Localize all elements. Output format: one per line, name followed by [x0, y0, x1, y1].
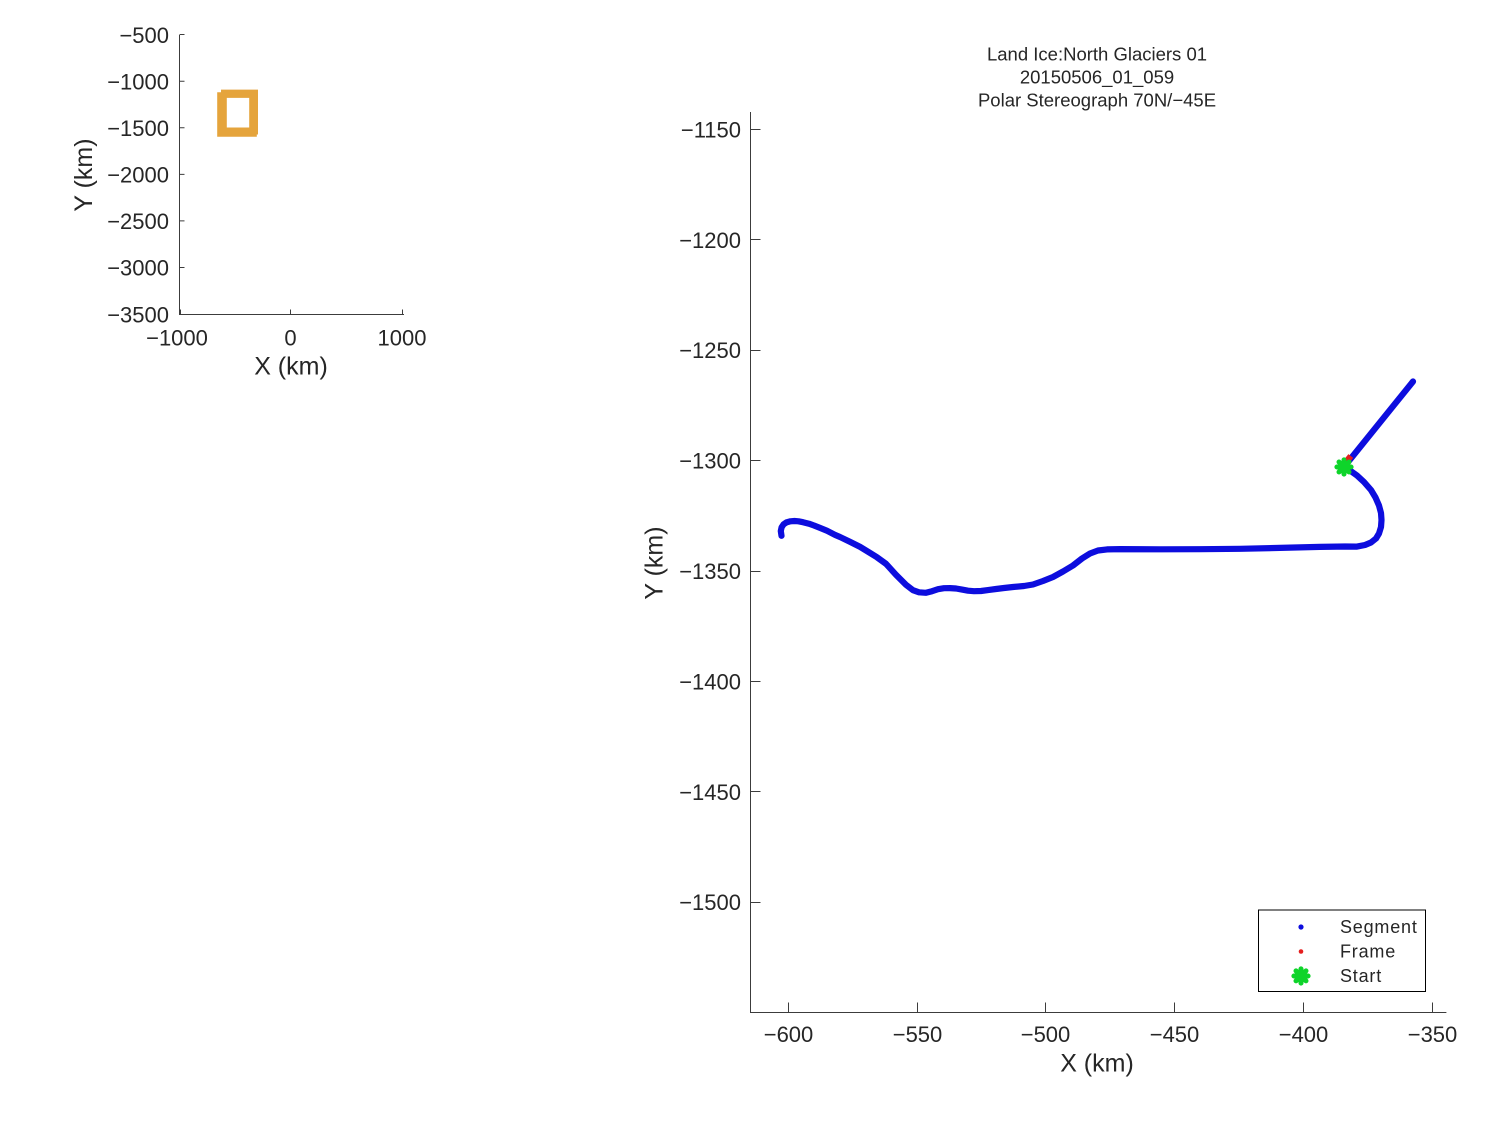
svg-text:−1000: −1000 [107, 69, 169, 94]
svg-text:Start: Start [1340, 966, 1382, 986]
svg-text:−350: −350 [1408, 1022, 1458, 1047]
svg-text:−2500: −2500 [107, 209, 169, 234]
svg-text:−600: −600 [764, 1022, 814, 1047]
svg-text:−1450: −1450 [679, 780, 741, 805]
svg-text:−2000: −2000 [107, 163, 169, 188]
svg-text:−500: −500 [119, 23, 169, 48]
svg-text:−550: −550 [893, 1022, 943, 1047]
svg-text:−500: −500 [1021, 1022, 1071, 1047]
svg-text:0: 0 [284, 325, 296, 350]
svg-text:−1400: −1400 [679, 669, 741, 694]
svg-text:−1350: −1350 [679, 559, 741, 584]
svg-text:−450: −450 [1150, 1022, 1200, 1047]
svg-text:Land Ice:North Glaciers 01: Land Ice:North Glaciers 01 [987, 44, 1207, 65]
svg-text:−1500: −1500 [679, 890, 741, 915]
svg-text:Polar Stereograph 70N/−45E: Polar Stereograph 70N/−45E [978, 90, 1216, 111]
svg-text:20150506_01_059: 20150506_01_059 [1020, 67, 1174, 89]
svg-text:Y (km): Y (km) [70, 138, 98, 211]
svg-text:−1300: −1300 [679, 449, 741, 474]
svg-text:X (km): X (km) [254, 353, 328, 381]
svg-text:−1000: −1000 [146, 325, 208, 350]
svg-text:Segment: Segment [1340, 917, 1418, 937]
svg-text:−1250: −1250 [679, 338, 741, 363]
svg-text:−3000: −3000 [107, 256, 169, 281]
svg-text:−1200: −1200 [679, 228, 741, 253]
svg-text:−1150: −1150 [681, 117, 741, 142]
svg-text:1000: 1000 [378, 325, 427, 350]
svg-text:−400: −400 [1279, 1022, 1329, 1047]
svg-text:Y (km): Y (km) [641, 526, 669, 599]
svg-text:Frame: Frame [1340, 942, 1396, 962]
svg-text:−3500: −3500 [107, 302, 169, 327]
svg-text:X (km): X (km) [1060, 1049, 1134, 1077]
svg-text:−1500: −1500 [107, 116, 169, 141]
